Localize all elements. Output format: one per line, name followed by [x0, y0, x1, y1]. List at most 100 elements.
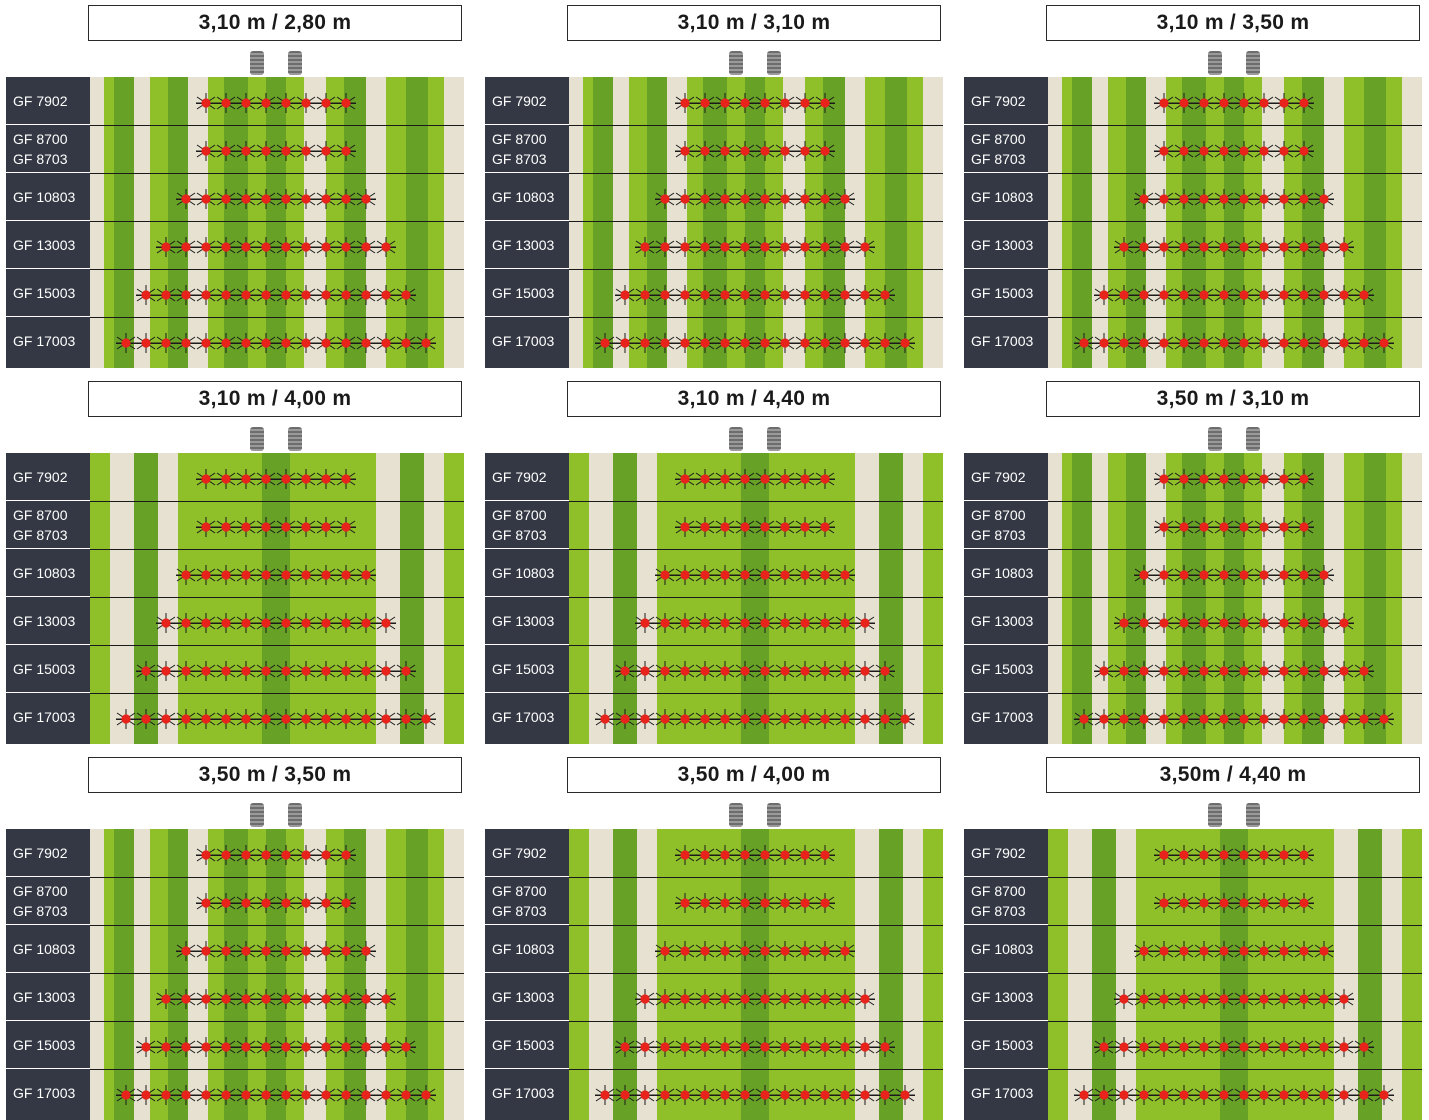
- rotor-tine-icon: [655, 941, 675, 961]
- crop-stripe: [1146, 453, 1166, 744]
- panel-title: 3,50 m / 4,00 m: [567, 757, 941, 793]
- rotor-tine-icon: [1314, 613, 1334, 633]
- rotor-tine-icon: [256, 469, 276, 489]
- rotor-tine-icon: [336, 333, 356, 353]
- rotor-tine-icon: [775, 1085, 795, 1105]
- machine-label: GF 15003: [6, 1021, 90, 1069]
- rotor-tine-icon: [815, 189, 835, 209]
- crop-stripe: [687, 77, 703, 368]
- rotor-tine-icon: [755, 237, 775, 257]
- crop-stripe: [344, 829, 366, 1120]
- rotor-tine-icon: [256, 517, 276, 537]
- rotor-tine-icon: [196, 141, 216, 161]
- row-divider: [90, 925, 464, 926]
- crop-stripe: [286, 77, 304, 368]
- rotor-tine-icon: [675, 941, 695, 961]
- rotor-tine-icon: [715, 661, 735, 681]
- rotor-tine-icon: [356, 613, 376, 633]
- rotor-tine-icon: [316, 93, 336, 113]
- machine-label-text: GF 13003: [492, 988, 555, 1005]
- rotor-tine-icon: [396, 285, 416, 305]
- crop-stripe: [1206, 453, 1224, 744]
- rotor-tine-icon: [376, 989, 396, 1009]
- rotor-tine-icon: [775, 1037, 795, 1057]
- crop-stripe: [865, 77, 885, 368]
- crop-stripe: [1334, 829, 1358, 1120]
- rotor-tine-icon: [296, 517, 316, 537]
- rotor-tine-icon: [336, 469, 356, 489]
- rotor-tine-icon: [1094, 1085, 1114, 1105]
- rotor-tine-icon: [1154, 189, 1174, 209]
- rotor-tine-icon: [196, 845, 216, 865]
- crop-stripe: [386, 77, 406, 368]
- machine-label: GF 7902: [964, 77, 1048, 125]
- machine-label-text: GF 7902: [971, 92, 1026, 109]
- machine-label-text: GF 7902: [971, 468, 1026, 485]
- rotor-tine-icon: [356, 661, 376, 681]
- rotor-tine-icon: [1234, 941, 1254, 961]
- crop-stripe: [406, 829, 428, 1120]
- row-divider: [569, 1069, 943, 1070]
- crop-stripe: [290, 453, 376, 744]
- rotor-tine-icon: [1154, 469, 1174, 489]
- machine-label-text: GF 8700: [492, 506, 547, 523]
- rotor-tine-icon: [1114, 1037, 1134, 1057]
- rotor-tine-icon: [835, 333, 855, 353]
- rotor-tine-icon: [1174, 845, 1194, 865]
- row-divider: [569, 597, 943, 598]
- machine-label-text: GF 8703: [13, 902, 68, 919]
- rotor-tine-icon: [1274, 141, 1294, 161]
- machine-label: GF 15003: [6, 645, 90, 693]
- row-divider: [1048, 221, 1422, 222]
- spread-panel: 3,10 m / 3,50 m GF 7902 GF 8700 GF 8703 GF 1…: [964, 5, 1429, 368]
- crop-stripe: [114, 77, 134, 368]
- rotor-tine-icon: [136, 1037, 156, 1057]
- spread-panel: 3,50 m / 3,10 m GF 7902 GF 8700 GF 8703 GF 1…: [964, 381, 1429, 744]
- crop-stripe: [569, 77, 583, 368]
- tractor-wheel-icon: [288, 803, 302, 827]
- crop-stripe: [326, 829, 344, 1120]
- row-divider: [90, 877, 464, 878]
- rotor-tine-icon: [156, 1085, 176, 1105]
- rotor-tine-icon: [1134, 709, 1154, 729]
- rotor-tine-icon: [795, 565, 815, 585]
- row-divider: [569, 125, 943, 126]
- rotor-tine-icon: [675, 517, 695, 537]
- rotor-tine-icon: [296, 989, 316, 1009]
- spread-panel: 3,10 m / 2,80 m GF 7902 GF 8700 GF 8703 GF 1…: [6, 5, 471, 368]
- rotor-tine-icon: [216, 565, 236, 585]
- rotor-tine-icon: [176, 565, 196, 585]
- rotor-tine-icon: [775, 893, 795, 913]
- rotor-tine-icon: [1354, 1037, 1374, 1057]
- crop-stripe: [583, 77, 593, 368]
- rotor-tine-icon: [715, 989, 735, 1009]
- rotor-tine-icon: [1174, 517, 1194, 537]
- rotor-tine-icon: [1194, 613, 1214, 633]
- rotor-tine-icon: [196, 285, 216, 305]
- rotor-tine-icon: [1154, 285, 1174, 305]
- rotor-tine-icon: [1294, 845, 1314, 865]
- rotor-tine-icon: [755, 93, 775, 113]
- machine-label: GF 8700 GF 8703: [6, 125, 90, 173]
- crop-stripe: [637, 453, 657, 744]
- crop-stripe: [1386, 453, 1402, 744]
- rotor-tine-icon: [316, 565, 336, 585]
- rotor-tine-icon: [835, 189, 855, 209]
- rotor-tine-icon: [236, 469, 256, 489]
- rotor-tine-icon: [895, 1085, 915, 1105]
- rotor-tine-icon: [1274, 469, 1294, 489]
- rotor-tine-icon: [715, 1085, 735, 1105]
- machine-label: GF 17003: [6, 317, 90, 365]
- machine-label-text: GF 8703: [971, 526, 1026, 543]
- rotor-tine-icon: [316, 1037, 336, 1057]
- crop-stripe: [823, 77, 845, 368]
- crop-stripe: [1344, 77, 1364, 368]
- crop-stripe: [589, 829, 613, 1120]
- rotor-tine-icon: [1294, 333, 1314, 353]
- rotor-tine-icon: [755, 613, 775, 633]
- rotor-tine-icon: [1194, 517, 1214, 537]
- crop-stripe: [569, 453, 589, 744]
- crop-stripe: [168, 77, 188, 368]
- machine-label-text: GF 8700: [13, 882, 68, 899]
- rotor-tine-icon: [655, 1037, 675, 1057]
